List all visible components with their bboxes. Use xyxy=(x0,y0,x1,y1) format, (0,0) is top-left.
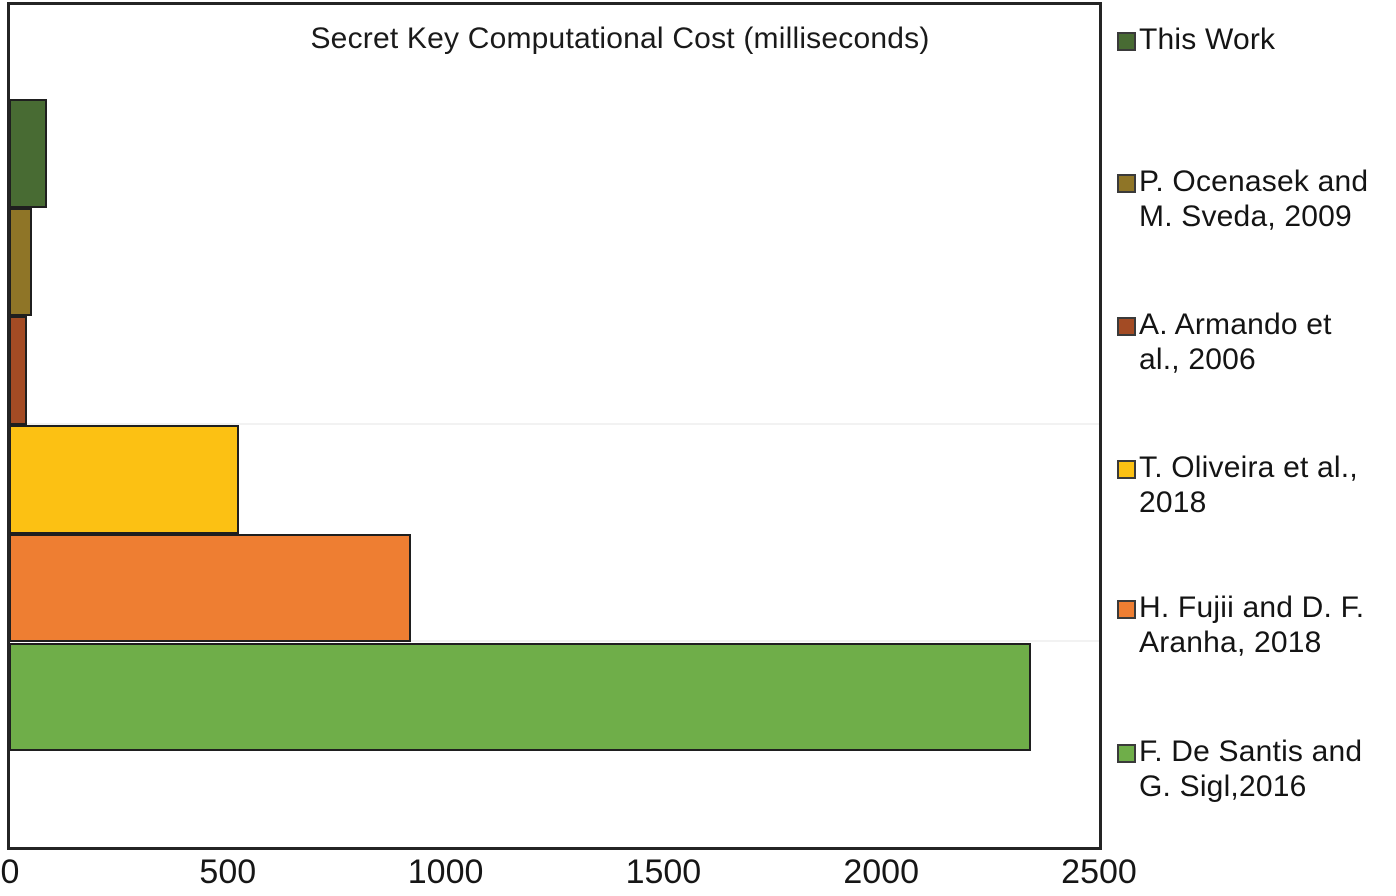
x-tick-label-2000: 2000 xyxy=(843,853,920,891)
bar-a-armando-et-al-2006 xyxy=(10,316,28,426)
plot-area xyxy=(7,2,1102,850)
bar-f-de-santis-and-g-sigl-2016 xyxy=(10,642,1032,752)
legend-swatch xyxy=(1117,174,1136,193)
bar-this-work xyxy=(10,99,48,208)
legend-label: F. De Santis and G. Sigl,2016 xyxy=(1139,735,1363,803)
legend-swatch xyxy=(1117,600,1136,619)
faint-gridline xyxy=(10,640,1099,642)
legend-label: P. Ocenasek and M. Sveda, 2009 xyxy=(1139,165,1369,233)
legend-label: H. Fujii and D. F. Aranha, 2018 xyxy=(1139,591,1365,659)
legend-item-a-armando-et: A. Armando et al., 2006 xyxy=(1117,307,1396,377)
legend-swatch xyxy=(1117,32,1136,51)
legend-item-f-de-santis-and: F. De Santis and G. Sigl,2016 xyxy=(1117,734,1396,804)
x-tick-label-1000: 1000 xyxy=(407,853,484,891)
x-tick-label-1500: 1500 xyxy=(625,853,702,891)
legend-swatch xyxy=(1117,744,1136,763)
bar-h-fujii-and-d-f-aranha-2018 xyxy=(10,533,411,643)
legend-item-t-oliveira-et-al: T. Oliveira et al., 2018 xyxy=(1117,450,1396,520)
legend-swatch xyxy=(1117,317,1136,336)
x-tick-label-500: 500 xyxy=(199,853,257,891)
legend-label: T. Oliveira et al., 2018 xyxy=(1139,451,1358,519)
legend-item-h-fujii-and-d-f: H. Fujii and D. F. Aranha, 2018 xyxy=(1117,590,1396,660)
bar-p-ocenasek-and-m-sveda-2009 xyxy=(10,207,32,317)
chart-title: Secret Key Computational Cost (milliseco… xyxy=(310,22,930,55)
x-tick-label-0: 0 xyxy=(0,853,20,891)
x-tick-label-2500: 2500 xyxy=(1061,853,1137,891)
legend-label: A. Armando et al., 2006 xyxy=(1139,308,1332,376)
legend-item-this-work: This Work xyxy=(1117,22,1396,57)
legend-label: This Work xyxy=(1139,23,1276,56)
bar-t-oliveira-et-al-2018 xyxy=(10,425,239,534)
legend-swatch xyxy=(1117,460,1136,479)
legend-item-p-ocenasek-and: P. Ocenasek and M. Sveda, 2009 xyxy=(1117,164,1396,234)
faint-gridline xyxy=(10,423,1099,425)
